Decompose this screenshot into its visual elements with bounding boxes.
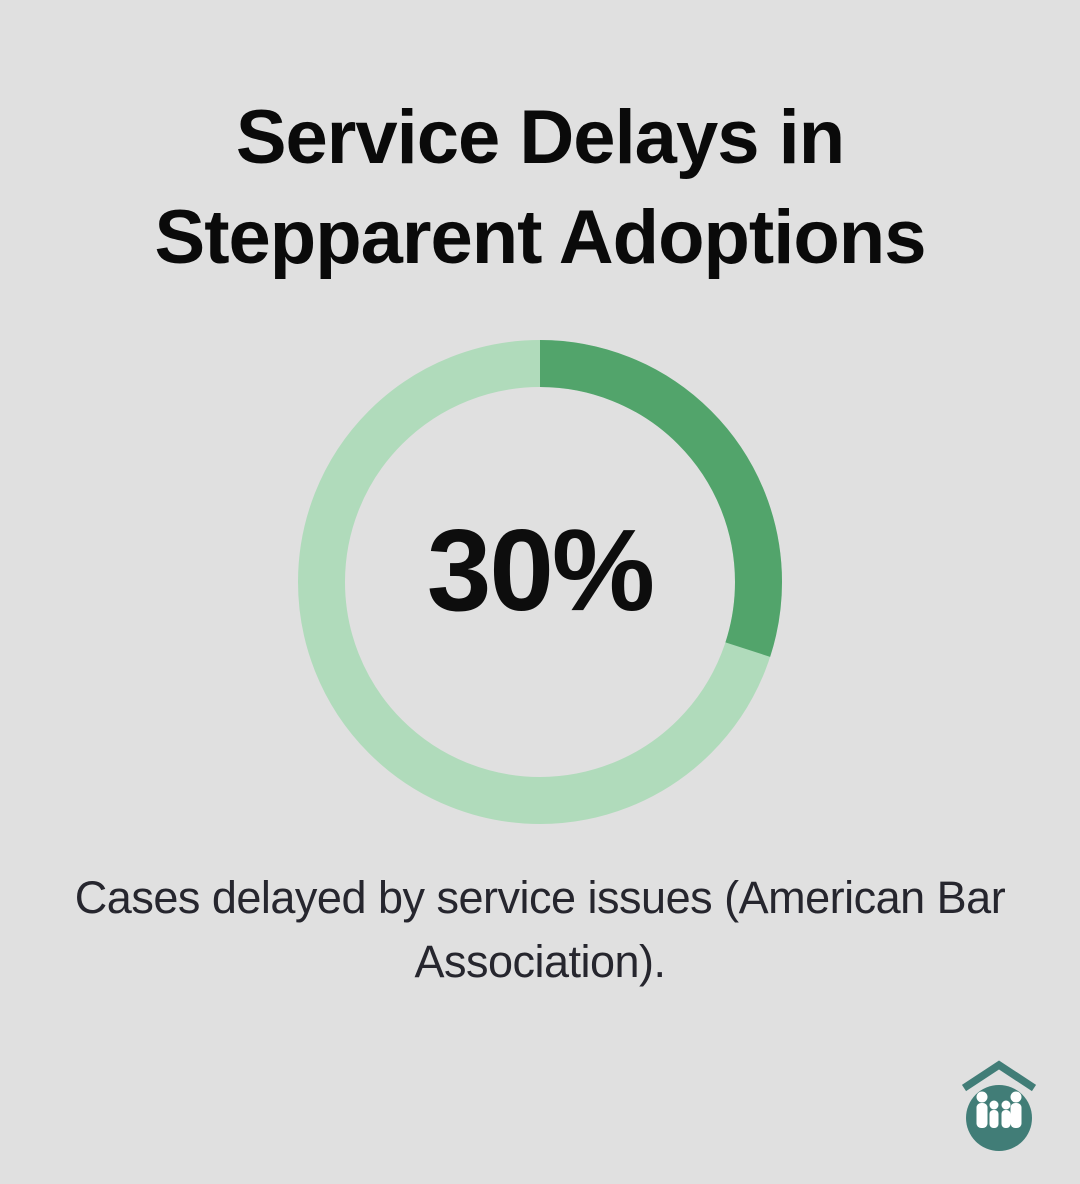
family-icon — [976, 1091, 1022, 1128]
page-title: Service Delays in Stepparent Adoptions — [0, 88, 1080, 288]
donut-center-value: 30% — [426, 505, 655, 635]
title-line-2: Stepparent Adoptions — [154, 195, 927, 280]
family-home-logo — [961, 1060, 1037, 1151]
donut-chart: 30% — [298, 340, 782, 824]
roof-icon — [961, 1060, 1037, 1092]
title-line-1: Service Delays in — [235, 95, 845, 180]
chart-caption-text: Cases delayed by service issues (America… — [74, 872, 1006, 987]
donut-value-segment — [298, 340, 782, 824]
donut-chart-svg — [298, 340, 782, 824]
logo-circle — [966, 1085, 1032, 1151]
chart-caption: Cases delayed by service issues (America… — [0, 866, 1080, 994]
